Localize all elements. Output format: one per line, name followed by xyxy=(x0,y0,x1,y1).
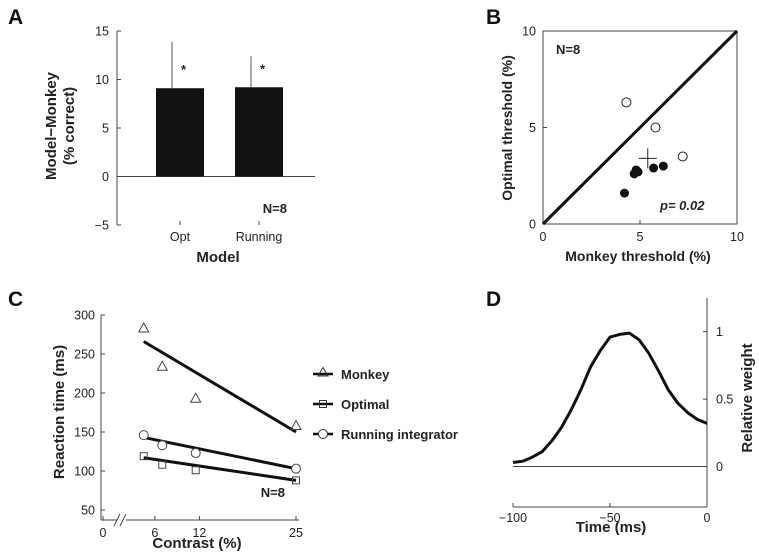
panel-c-axis-break xyxy=(119,513,127,527)
panel-a-plot: −5 0 5 10 15 * Opt * Running xyxy=(95,25,315,244)
panel-a-significance-mark: * xyxy=(181,62,187,77)
panel-c-running-point xyxy=(157,440,168,451)
panel-d-ylabel: Relative weight xyxy=(739,343,756,452)
panel-b-n-annotation: N=8 xyxy=(556,42,580,57)
panel-b-filled-point xyxy=(619,188,629,198)
panel-d-xtick-label: 0 xyxy=(704,511,711,525)
panel-a-significance-mark: * xyxy=(260,61,266,76)
panel-c-axis-break xyxy=(113,513,121,527)
panel-c-running-point xyxy=(291,463,301,474)
panel-c-running-point xyxy=(138,430,149,441)
panel-label-d: D xyxy=(486,288,501,311)
panel-a-xtick-label: Opt xyxy=(170,230,191,244)
panel-a-xtick-label: Running xyxy=(236,230,283,244)
panel-c-ytick-label: 250 xyxy=(74,348,95,362)
panel-a-ytick-label: 0 xyxy=(102,170,109,184)
legend-item-optimal: Optimal xyxy=(313,397,389,412)
panel-c-optimal-point xyxy=(158,460,167,469)
panel-d-xlabel: Time (ms) xyxy=(576,519,647,536)
panel-b-p-annotation: p= 0.02 xyxy=(659,198,705,213)
panel-c-ytick-label: 50 xyxy=(81,504,95,518)
panel-d-ytick-label: 0 xyxy=(716,460,723,474)
panel-b-open-point xyxy=(621,97,632,108)
legend-running-label: Running integrator xyxy=(341,427,458,442)
panel-c: C 50 100 150 200 250 300 0 6 12 25 Contrast (%) R… xyxy=(8,288,458,552)
panel-b-filled-point xyxy=(633,167,643,177)
panel-b-xtick-label: 5 xyxy=(637,230,644,244)
legend-item-running-integrator: Running integrator xyxy=(313,427,458,442)
panel-b-xtick-label: 10 xyxy=(730,230,744,244)
panel-label-a: A xyxy=(8,6,23,29)
panel-a-ylabel-line2: (% correct) xyxy=(61,87,78,165)
panel-a: A −5 0 5 10 15 * Opt * Running Model Model−Monke… xyxy=(8,6,315,266)
panel-label-b: B xyxy=(486,6,501,29)
panel-a-n-annotation: N=8 xyxy=(263,201,287,216)
legend-running-marker xyxy=(318,429,328,439)
panel-c-xtick-label: 25 xyxy=(289,526,303,540)
panel-c-xtick-label: 6 xyxy=(151,526,158,540)
legend-monkey-label: Monkey xyxy=(341,367,390,382)
panel-d-xtick-label: −100 xyxy=(499,511,527,525)
panel-d-ytick-label: 1 xyxy=(716,325,723,339)
panel-a-ylabel-line1: Model−Monkey xyxy=(43,71,60,180)
panel-c-xlabel: Contrast (%) xyxy=(152,535,241,552)
panel-c-monkey-point xyxy=(290,419,302,431)
panel-c-ytick-label: 200 xyxy=(74,387,95,401)
panel-a-bar xyxy=(156,88,204,177)
panel-c-ytick-label: 300 xyxy=(74,309,95,323)
legend-monkey-marker xyxy=(317,366,329,377)
panel-c-optimal-point xyxy=(139,452,148,461)
panel-b-ytick-label: 0 xyxy=(529,218,536,232)
panel-c-xtick-label: 12 xyxy=(192,526,206,540)
panel-c-fit-line xyxy=(143,435,297,471)
panel-c-ytick-label: 150 xyxy=(74,426,95,440)
panel-b-unity-line xyxy=(541,29,739,226)
panel-c-optimal-point xyxy=(292,476,300,485)
panel-c-running-point xyxy=(190,448,201,459)
panel-b-xtick-label: 0 xyxy=(540,230,547,244)
legend-optimal-label: Optimal xyxy=(341,397,389,412)
panel-a-ytick-label: 15 xyxy=(95,25,109,39)
panel-c-ytick-label: 100 xyxy=(74,465,95,479)
panel-c-ylabel: Reaction time (ms) xyxy=(51,345,68,479)
panel-d: D 0 0.5 1 −100 −50 0 Time (ms) Relative weigh… xyxy=(486,288,756,536)
legend-item-monkey: Monkey xyxy=(313,366,390,382)
panel-b-filled-point xyxy=(649,163,659,173)
panel-b-filled-point xyxy=(658,161,668,171)
panel-b: B 0 5 10 0 5 10 Monkey threshold (%) Optimal … xyxy=(486,6,744,264)
panel-b-plot: 0 5 10 0 5 10 xyxy=(522,25,744,245)
panel-a-xlabel: Model xyxy=(196,249,239,266)
panel-d-plot: 0 0.5 1 −100 −50 0 xyxy=(499,298,733,525)
panel-d-xtick-label: −50 xyxy=(599,511,620,525)
panel-a-ytick-label: 5 xyxy=(102,122,109,136)
panel-c-monkey-point xyxy=(156,360,169,371)
panel-b-ytick-label: 5 xyxy=(529,121,536,135)
panel-a-ytick-label: 10 xyxy=(95,73,109,87)
panel-b-open-point xyxy=(650,122,661,133)
panel-c-xtick-label: 0 xyxy=(100,526,107,540)
legend-optimal-marker xyxy=(319,400,327,408)
panel-a-ytick-label: −5 xyxy=(95,219,109,233)
panel-a-bar xyxy=(235,87,283,177)
panel-b-ytick-label: 10 xyxy=(522,25,536,39)
panel-c-monkey-point xyxy=(189,392,202,403)
panel-b-open-point xyxy=(677,151,688,162)
panel-d-ytick-label: 0.5 xyxy=(716,393,733,407)
panel-b-xlabel: Monkey threshold (%) xyxy=(565,248,710,264)
panel-c-optimal-point xyxy=(191,466,200,475)
panel-c-fit-line xyxy=(142,340,297,434)
panel-c-monkey-point xyxy=(137,322,150,333)
panel-b-ylabel: Optimal threshold (%) xyxy=(499,55,515,200)
panel-c-plot: 50 100 150 200 250 300 0 6 12 25 xyxy=(74,309,303,541)
panel-c-n-annotation: N=8 xyxy=(261,485,285,500)
panel-label-c: C xyxy=(8,288,23,311)
panel-d-weight-curve xyxy=(512,331,708,464)
panel-c-fit-line xyxy=(143,456,297,482)
panel-c-legend: Monkey Optimal Running integrator xyxy=(313,366,458,442)
